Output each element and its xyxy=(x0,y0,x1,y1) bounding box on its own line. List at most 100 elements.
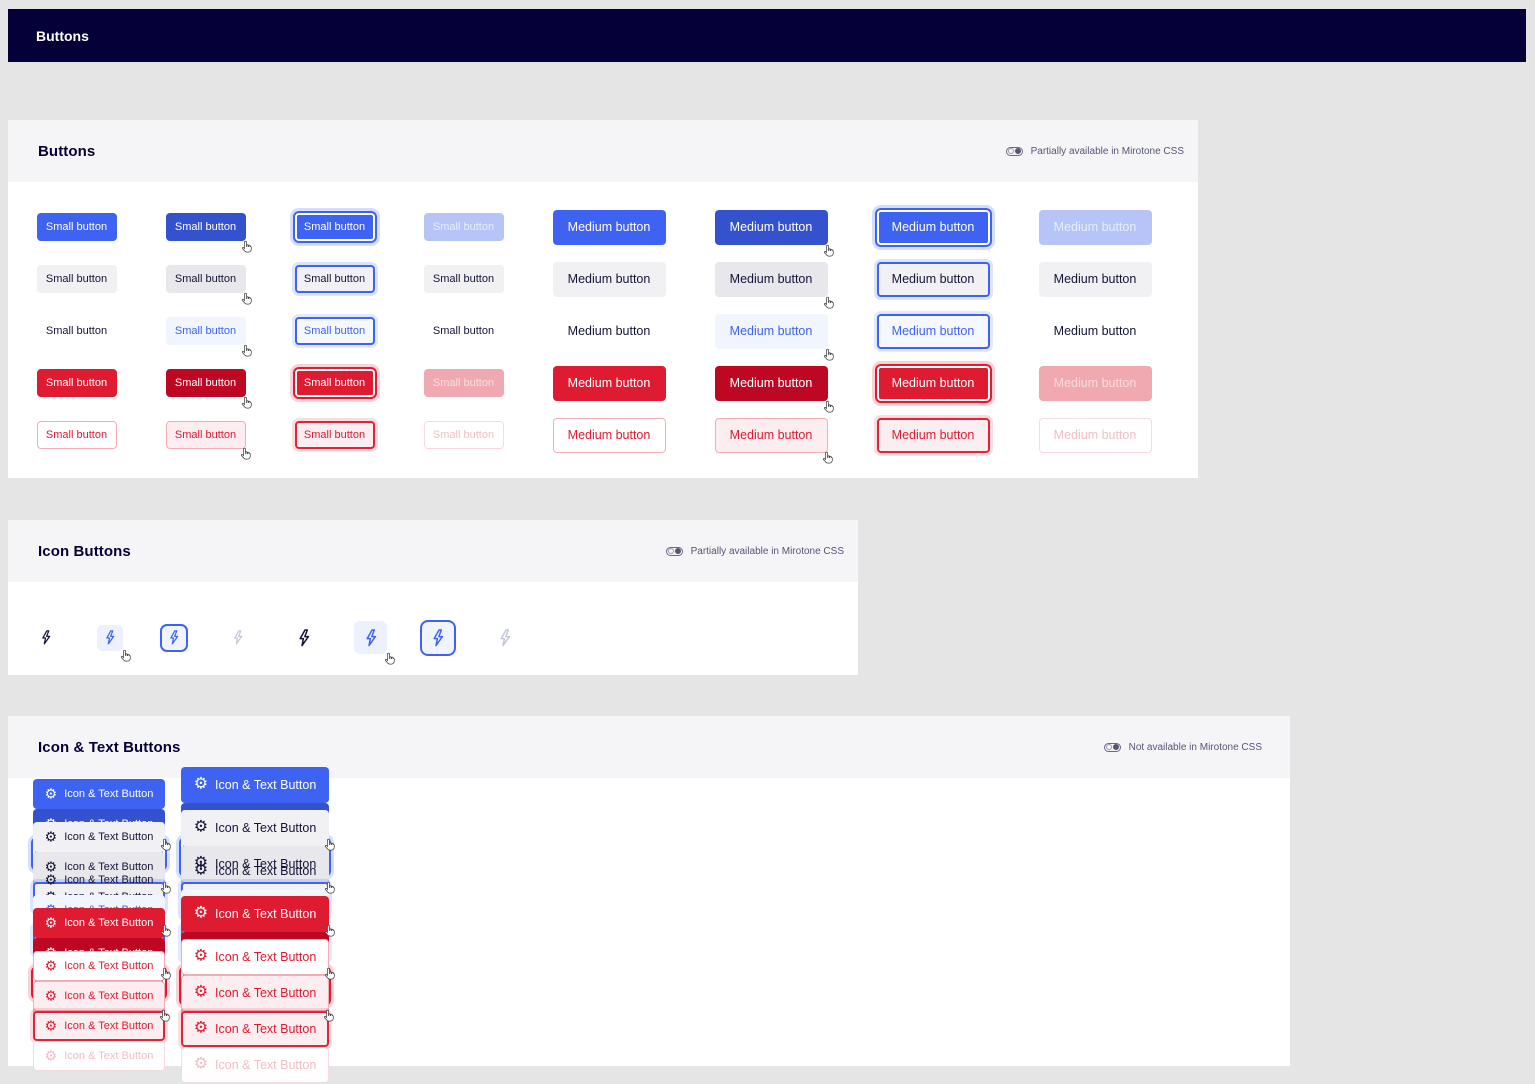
medium-ghost-focus-button[interactable]: Medium button xyxy=(876,313,990,349)
small-danger-outline-default-icon-text-button[interactable]: ⚙ Icon & Text Button xyxy=(33,950,165,981)
medium-secondary-focus-button[interactable]: Medium button xyxy=(876,261,990,297)
small-primary-focus-button[interactable]: Small button xyxy=(294,213,375,241)
top-bar: Buttons xyxy=(8,9,1526,62)
small-danger-outline-default-button[interactable]: Small button xyxy=(36,421,117,449)
small-danger-default-button[interactable]: Small button xyxy=(36,369,117,397)
medium-secondary-hover-button[interactable]: Medium button xyxy=(714,261,834,308)
gear-icon: ⚙ xyxy=(44,1017,58,1033)
icon-button-cell xyxy=(142,623,206,652)
medium-danger-outline-focus-icon-text-button[interactable]: ⚙ Icon & Text Button xyxy=(181,1010,329,1047)
badge-label: Partially available in Mirotone CSS xyxy=(1030,145,1184,157)
medium-danger-default-icon-text-button[interactable]: ⚙ Icon & Text Button xyxy=(181,895,329,932)
medium-secondary-default-button[interactable]: Medium button xyxy=(552,261,666,297)
small-primary-default-button[interactable]: Small button xyxy=(36,213,117,241)
button-cell: ⚙ Icon & Text Button xyxy=(170,809,340,846)
button-cell: ⚙ Icon & Text Button xyxy=(170,974,340,1021)
small-icon-button-hover[interactable] xyxy=(97,624,131,661)
medium-primary-focus-button[interactable]: Medium button xyxy=(876,209,990,245)
lightning-bolt-icon xyxy=(234,630,243,645)
small-secondary-default-button[interactable]: Small button xyxy=(36,265,117,293)
small-icon-button-focus[interactable] xyxy=(160,623,188,652)
medium-danger-default-button[interactable]: Medium button xyxy=(552,365,666,401)
small-danger-outline-hover-button[interactable]: Small button xyxy=(165,421,251,460)
medium-danger-hover-button[interactable]: Medium button xyxy=(714,365,834,412)
small-secondary-hover-button[interactable]: Small button xyxy=(165,265,252,305)
medium-danger-focus-button[interactable]: Medium button xyxy=(876,365,990,401)
medium-danger-outline-hover-icon-text-button[interactable]: ⚙ Icon & Text Button xyxy=(181,974,334,1021)
medium-danger-outline-default-icon-text-button[interactable]: ⚙ Icon & Text Button xyxy=(181,938,329,975)
medium-icon-button-default[interactable] xyxy=(287,621,320,654)
small-danger-outline-focus-icon-text-button[interactable]: ⚙ Icon & Text Button xyxy=(33,1010,165,1041)
button-cell: Small button xyxy=(270,369,399,397)
button-cell: Medium button xyxy=(1014,417,1176,453)
small-ghost-default-button[interactable]: Small button xyxy=(45,325,108,337)
medium-danger-outline-default-button[interactable]: Medium button xyxy=(552,417,666,453)
button-cell: ⚙ Icon & Text Button xyxy=(28,1010,170,1041)
small-icon-button-default[interactable] xyxy=(33,625,59,651)
small-secondary-focus-button[interactable]: Small button xyxy=(294,265,375,293)
badge-label: Not available in Mirotone CSS xyxy=(1128,741,1262,753)
button-cell: Medium button xyxy=(528,314,690,349)
icon-text-button-label: Icon & Text Button xyxy=(215,906,317,921)
small-primary-hover-button[interactable]: Small button xyxy=(165,213,252,253)
button-cell: ⚙ Icon & Text Button xyxy=(170,938,340,975)
medium-danger-disabled-button: Medium button xyxy=(1038,365,1152,401)
small-primary-default-icon-text-button[interactable]: ⚙ Icon & Text Button xyxy=(33,778,165,809)
small-ghost-hover-button[interactable]: Small button xyxy=(165,317,252,357)
small-secondary-default-icon-text-button[interactable]: ⚙ Icon & Text Button xyxy=(33,821,165,852)
button-cell: Small button xyxy=(399,421,528,449)
small-danger-focus-button[interactable]: Small button xyxy=(294,369,375,397)
gear-icon: ⚙ xyxy=(193,947,209,964)
icon-text-button-label: Icon & Text Button xyxy=(64,959,154,972)
button-cell: Medium button xyxy=(1014,209,1176,245)
icon-text-button-label: Icon & Text Button xyxy=(215,1021,317,1036)
button-cell: Small button xyxy=(270,421,399,449)
gear-icon: ⚙ xyxy=(193,1019,209,1036)
small-secondary-hover-icon-text-button[interactable]: ⚙ Icon & Text Button xyxy=(33,851,171,893)
icon-text-button-label: Icon & Text Button xyxy=(215,985,317,1000)
button-row-danger: Small button Small button Small button Smal… xyxy=(12,357,1198,412)
small-danger-outline-focus-button[interactable]: Small button xyxy=(294,421,375,449)
icon-text-button-label: Icon & Text Button xyxy=(64,1019,154,1032)
medium-danger-outline-disabled-icon-text-button: ⚙ Icon & Text Button xyxy=(181,1046,329,1083)
medium-danger-outline-disabled-button: Medium button xyxy=(1038,417,1152,453)
medium-danger-outline-focus-button[interactable]: Medium button xyxy=(876,417,990,453)
medium-danger-outline-hover-button[interactable]: Medium button xyxy=(714,417,833,463)
small-danger-outline-hover-icon-text-button[interactable]: ⚙ Icon & Text Button xyxy=(33,980,170,1021)
button-cell: ⚙ Icon & Text Button xyxy=(28,821,170,852)
medium-ghost-default-icon-text-button[interactable]: ⚙ Icon & Text Button xyxy=(181,853,329,889)
medium-icon-button-hover[interactable] xyxy=(354,621,395,665)
button-cell: Medium button xyxy=(690,313,852,360)
medium-ghost-default-button[interactable]: Medium button xyxy=(567,324,651,338)
small-ghost-default-icon-text-button[interactable]: ⚙ Icon & Text Button xyxy=(33,865,165,895)
gear-icon: ⚙ xyxy=(193,904,209,921)
small-danger-outline-disabled-button: Small button xyxy=(423,421,504,449)
small-danger-hover-button[interactable]: Small button xyxy=(165,369,252,409)
medium-primary-default-button[interactable]: Medium button xyxy=(552,209,666,245)
button-cell: Small button xyxy=(141,421,270,460)
button-cell: ⚙ Icon & Text Button xyxy=(28,907,170,938)
medium-primary-default-icon-text-button[interactable]: ⚙ Icon & Text Button xyxy=(181,766,329,803)
button-cell: Small button xyxy=(12,265,141,293)
small-secondary-disabled-button: Small button xyxy=(423,265,504,293)
small-ghost-focus-button[interactable]: Small button xyxy=(294,317,375,345)
lightning-bolt-icon xyxy=(106,630,115,645)
medium-ghost-hover-button[interactable]: Medium button xyxy=(714,313,834,360)
lightning-bolt-icon xyxy=(42,630,51,645)
pointer-hand-cursor-icon xyxy=(384,652,395,665)
icon-text-buttons-grid: ⚙ Icon & Text Button ⚙ Icon & Text Button ⚙ I… xyxy=(8,766,1290,1083)
icon-text-buttons-section: Icon & Text Buttons Not available in Mir… xyxy=(8,716,1290,1083)
button-cell: ⚙ Icon & Text Button xyxy=(170,895,340,932)
icon-buttons-section-header: Icon Buttons Partially available in Miro… xyxy=(8,520,858,582)
medium-primary-hover-button[interactable]: Medium button xyxy=(714,209,834,256)
button-cell: Small button xyxy=(270,265,399,293)
medium-secondary-default-icon-text-button[interactable]: ⚙ Icon & Text Button xyxy=(181,809,329,846)
gear-icon: ⚙ xyxy=(44,858,58,874)
small-danger-default-icon-text-button[interactable]: ⚙ Icon & Text Button xyxy=(33,907,165,938)
gear-icon: ⚙ xyxy=(44,828,58,844)
button-cell: Small button xyxy=(12,421,141,449)
pointer-hand-cursor-icon xyxy=(240,447,251,460)
gear-icon: ⚙ xyxy=(193,1055,209,1072)
medium-icon-button-focus[interactable] xyxy=(419,619,456,656)
